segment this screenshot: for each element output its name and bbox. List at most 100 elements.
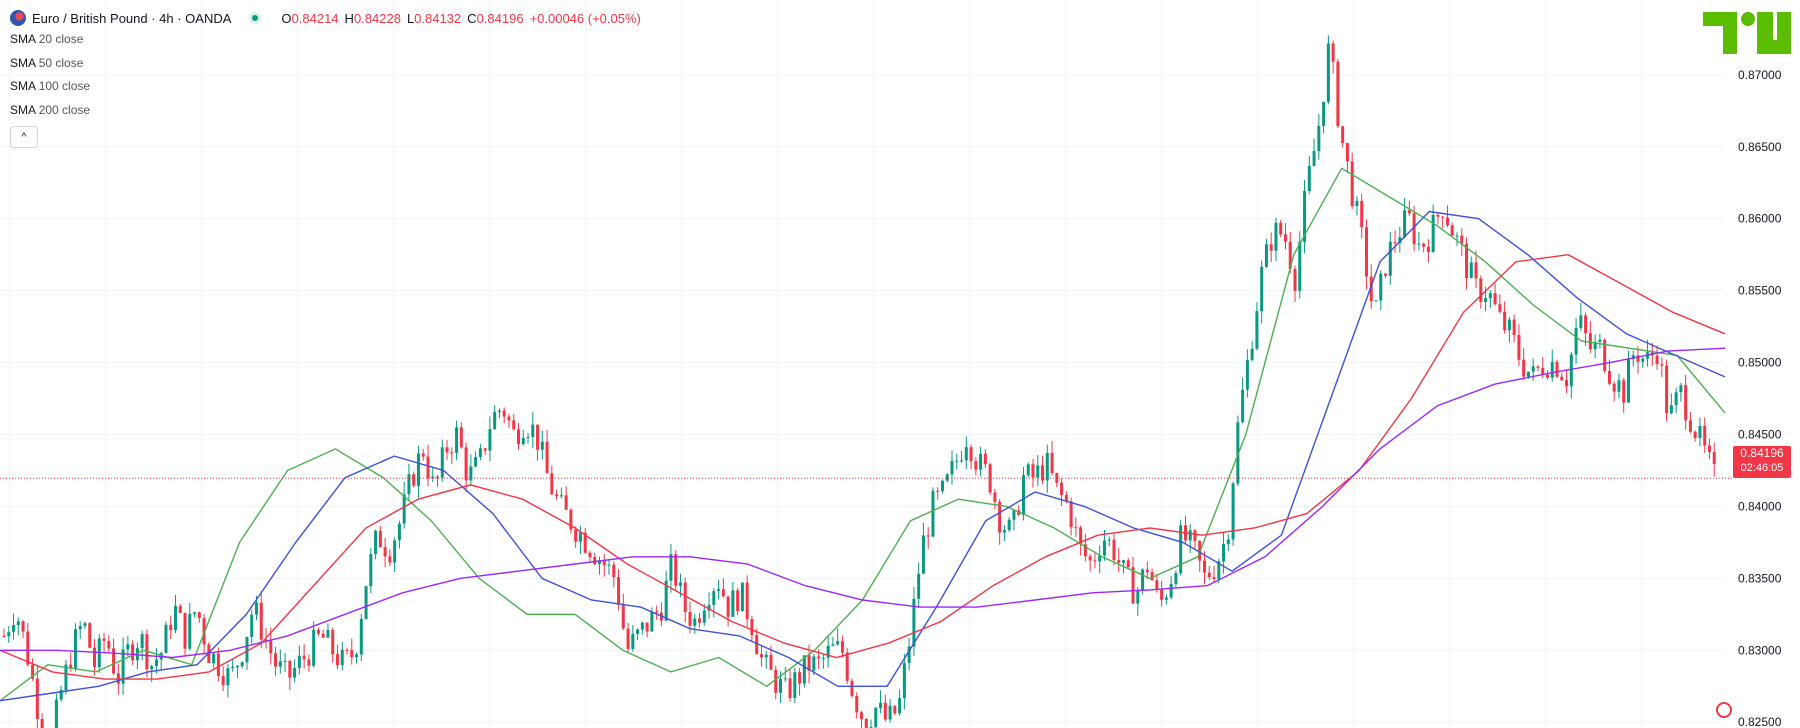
candle-body	[288, 660, 292, 678]
candle-body	[1626, 359, 1630, 403]
indicator-sma-20[interactable]: SMA 20 close	[10, 32, 84, 46]
candle-body	[640, 622, 644, 630]
collapse-legend-button[interactable]: ^	[10, 126, 38, 148]
candle-body	[1403, 210, 1407, 238]
candle-body	[31, 664, 35, 679]
market-status-icon[interactable]	[249, 12, 262, 24]
y-tick-label: 0.84500	[1738, 427, 1782, 441]
candle-body	[1498, 304, 1502, 312]
candle-body	[345, 649, 349, 651]
candle-body	[355, 654, 359, 658]
candle-body	[35, 678, 39, 719]
indicator-sma-200[interactable]: SMA 200 close	[10, 102, 91, 117]
symbol-title[interactable]: Euro / British Pound · 4h · OANDA	[32, 10, 232, 26]
candle-body	[907, 646, 911, 664]
candle-body	[221, 676, 225, 686]
candle-body	[817, 656, 821, 659]
price-axis[interactable]: 0.87000 0.86500 0.86000 0.85500 0.85000 0.845…	[1738, 68, 1782, 728]
candle-body	[83, 623, 87, 627]
candle-body	[207, 644, 211, 664]
candlestick-series	[2, 35, 1716, 728]
candle-body	[150, 665, 154, 670]
candle-body	[769, 654, 773, 670]
last-price-label: 0.84196	[1740, 446, 1784, 460]
candle-body	[1607, 370, 1611, 384]
candle-body	[1226, 539, 1230, 545]
candle-body	[779, 678, 783, 693]
candle-body	[1507, 319, 1511, 331]
candle-body	[1231, 483, 1235, 540]
candle-body	[674, 554, 678, 586]
candle-body	[7, 631, 11, 637]
candle-body	[1393, 241, 1397, 244]
candle-body	[683, 582, 687, 612]
candle-body	[902, 663, 906, 699]
candle-body	[588, 552, 592, 558]
candle-body	[307, 659, 311, 666]
candle-body	[1688, 420, 1692, 432]
candle-body	[1093, 560, 1097, 562]
candle-body	[388, 556, 392, 563]
candle-body	[436, 476, 440, 478]
candle-body	[1517, 335, 1521, 360]
candle-body	[731, 590, 735, 617]
candle-body	[283, 660, 287, 662]
candle-body	[69, 664, 73, 669]
candle-body	[1298, 241, 1302, 291]
candle-body	[564, 495, 568, 510]
indicator-sma-100[interactable]: SMA 100 close	[10, 79, 91, 93]
candle-body	[1188, 530, 1192, 541]
candle-body	[1031, 464, 1035, 478]
candle-body	[650, 611, 654, 632]
candle-body	[493, 411, 497, 430]
candle-body	[1503, 311, 1507, 331]
candle-body	[583, 532, 587, 553]
candle-body	[1074, 527, 1078, 529]
candle-body	[893, 705, 897, 714]
candle-body	[1098, 555, 1102, 562]
candle-body	[1384, 273, 1388, 276]
candle-body	[1631, 355, 1635, 360]
tv-watermark-icon	[1716, 702, 1732, 718]
candle-body	[1026, 464, 1030, 476]
indicator-sma-50[interactable]: SMA 50 close	[10, 55, 84, 70]
candle-body	[1417, 243, 1421, 245]
candle-body	[1303, 191, 1307, 242]
candle-body	[393, 540, 397, 563]
candle-body	[1341, 126, 1345, 144]
candle-body	[898, 698, 902, 714]
candle-body	[1455, 235, 1459, 237]
chart-legend: Euro / British Pound · 4h · OANDA O0.842…	[10, 8, 641, 148]
candle-body	[664, 580, 668, 621]
candle-body	[1012, 510, 1016, 520]
candle-body	[140, 634, 144, 649]
candle-body	[216, 653, 220, 677]
candle-body	[698, 618, 702, 623]
candle-body	[1317, 125, 1321, 152]
candle-body	[464, 447, 468, 481]
candle-body	[1260, 266, 1264, 312]
candle-body	[945, 474, 949, 481]
candle-body	[1436, 214, 1440, 217]
candle-body	[1474, 262, 1478, 279]
candle-body	[183, 612, 187, 649]
tradingview-logo-icon[interactable]	[1703, 10, 1791, 56]
candle-body	[826, 645, 830, 658]
candle-body	[726, 596, 730, 617]
candle-body	[678, 582, 682, 586]
candle-body	[364, 586, 368, 619]
candle-body	[879, 702, 883, 708]
candle-body	[860, 712, 863, 719]
candle-body	[1345, 143, 1349, 162]
y-tick-label: 0.83000	[1738, 643, 1782, 657]
candle-body	[1245, 359, 1249, 390]
eur-gbp-flag-icon	[10, 10, 26, 26]
candle-body	[1693, 431, 1697, 439]
candle-body	[1441, 216, 1445, 218]
candle-body	[316, 629, 320, 634]
candle-body	[998, 501, 1002, 533]
candle-body	[1069, 501, 1073, 528]
candle-body	[1679, 385, 1683, 393]
candle-body	[1236, 422, 1240, 484]
